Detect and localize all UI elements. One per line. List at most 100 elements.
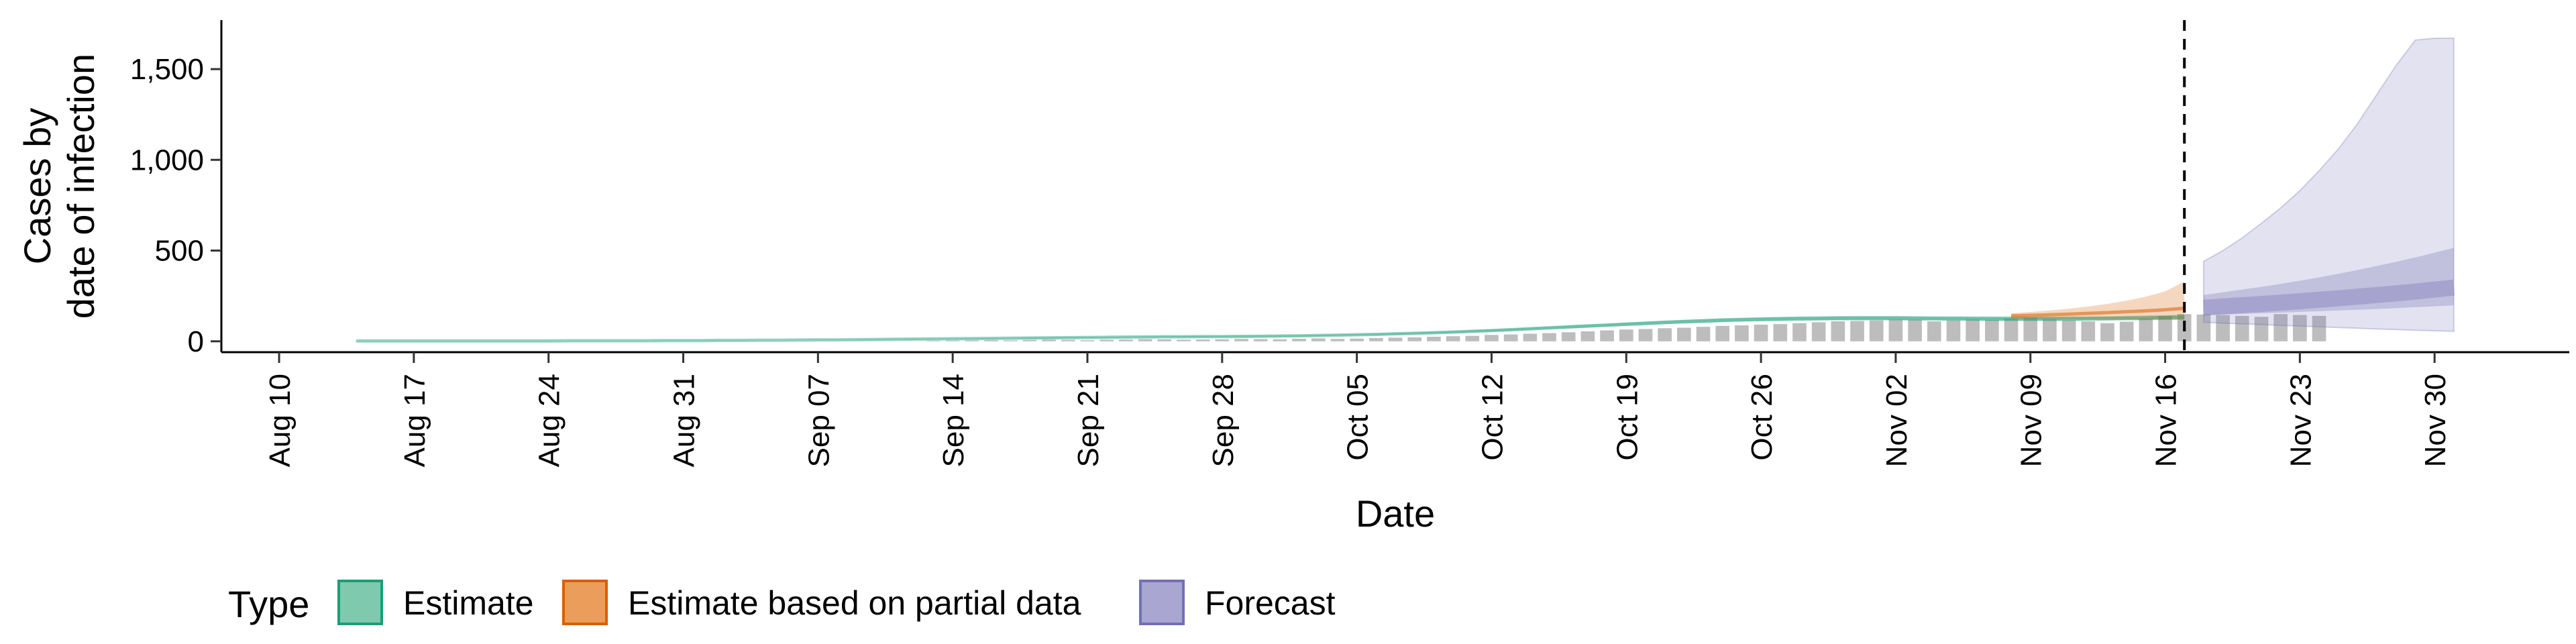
x-tick-label: Sep 21 bbox=[1072, 374, 1105, 467]
partial-estimate-median-line bbox=[2010, 307, 2185, 318]
observed-case-bar bbox=[1735, 325, 1749, 341]
observed-case-bar bbox=[1850, 321, 1864, 341]
y-tick-label: 1,500 bbox=[130, 53, 204, 86]
observed-case-bar bbox=[1523, 333, 1538, 341]
x-tick-label: Oct 19 bbox=[1611, 374, 1644, 461]
observed-case-bar bbox=[1080, 340, 1095, 341]
x-tick-label: Aug 10 bbox=[264, 374, 297, 467]
observed-case-bar bbox=[1465, 335, 1480, 341]
observed-case-bar bbox=[2004, 318, 2019, 341]
y-tick-label: 1,000 bbox=[130, 144, 204, 176]
observed-case-bar bbox=[1099, 339, 1114, 341]
partial-estimate-series bbox=[2010, 281, 2185, 320]
observed-case-bar bbox=[1985, 319, 1999, 341]
forecast-series bbox=[2202, 38, 2455, 332]
observed-case-bar bbox=[1542, 333, 1556, 341]
legend-swatch bbox=[1139, 580, 1185, 625]
observed-case-bar bbox=[1869, 320, 1884, 341]
observed-case-bar bbox=[1888, 319, 1903, 341]
observed-case-bar bbox=[1811, 322, 1826, 341]
observed-case-bar bbox=[2196, 314, 2211, 341]
forecast-median-band bbox=[2203, 279, 2455, 316]
observed-case-bar bbox=[965, 340, 979, 341]
observed-case-bar bbox=[2235, 315, 2249, 341]
observed-case-bar bbox=[1619, 329, 1633, 341]
x-tick-label: Oct 12 bbox=[1476, 374, 1509, 461]
x-tick-label: Aug 31 bbox=[668, 374, 701, 467]
observed-case-bar bbox=[1368, 337, 1383, 341]
observed-case-bar bbox=[1022, 339, 1037, 341]
observed-case-bar bbox=[2312, 315, 2326, 341]
observed-case-bar bbox=[1966, 319, 1980, 341]
observed-case-bar bbox=[1273, 339, 1287, 341]
observed-case-bar bbox=[1638, 329, 1653, 341]
observed-case-bar bbox=[1138, 339, 1152, 341]
x-tick-label: Oct 26 bbox=[1746, 374, 1778, 461]
x-tick-label: Aug 17 bbox=[398, 374, 431, 467]
x-tick-label: Nov 23 bbox=[2284, 374, 2317, 467]
observed-case-bar bbox=[2100, 323, 2114, 341]
observed-case-bar bbox=[1042, 339, 1056, 341]
x-tick-label: Sep 14 bbox=[937, 374, 970, 467]
forecast-outer-band bbox=[2202, 38, 2455, 332]
x-tick-label: Nov 09 bbox=[2015, 374, 2048, 467]
legend-swatch bbox=[337, 580, 383, 625]
observed-case-bar bbox=[2119, 321, 2134, 341]
estimate-series bbox=[356, 315, 2185, 343]
observed-case-bar bbox=[1388, 337, 1403, 341]
x-tick-label: Sep 07 bbox=[802, 374, 835, 467]
x-axis-ticks: Aug 10 Aug 17 Aug 24 Aug 31 Sep 07 Sep 14 Sep … bbox=[264, 352, 2452, 467]
estimate-median-line bbox=[356, 315, 2185, 343]
y-axis-ticks: 0 500 1,000 1,500 bbox=[130, 53, 221, 358]
x-tick-label: Sep 28 bbox=[1207, 374, 1240, 467]
observed-case-bar bbox=[1696, 327, 1711, 341]
x-tick-label: Oct 05 bbox=[1342, 374, 1375, 461]
observed-case-bar bbox=[2081, 321, 2096, 341]
observed-case-bar bbox=[1427, 337, 1441, 341]
observed-case-bar bbox=[2254, 317, 2269, 341]
estimate-band bbox=[356, 315, 2185, 341]
observed-case-bar bbox=[1292, 338, 1306, 341]
observed-case-bar bbox=[1350, 338, 1364, 341]
observed-case-bar bbox=[1215, 339, 1230, 341]
observed-case-bar bbox=[2158, 315, 2172, 341]
forecast-inner-band bbox=[2203, 248, 2454, 315]
observed-case-bar bbox=[2293, 315, 2307, 341]
observed-case-bar bbox=[1908, 319, 1922, 341]
observed-case-bar bbox=[1446, 336, 1460, 341]
observed-case-bar bbox=[1792, 323, 1807, 341]
observed-case-bar bbox=[1927, 321, 1941, 341]
observed-case-bar bbox=[1157, 339, 1172, 341]
legend-swatch bbox=[562, 580, 608, 625]
legend-label: Estimate based on partial data bbox=[628, 584, 1081, 622]
observed-case-bar bbox=[1503, 334, 1518, 341]
observed-case-bar bbox=[1234, 339, 1248, 341]
legend-title: Type bbox=[228, 583, 309, 625]
observed-case-bar bbox=[2061, 320, 2076, 341]
y-tick-label: 500 bbox=[155, 235, 204, 268]
observed-case-bar bbox=[1195, 339, 1210, 341]
observed-case-bar bbox=[984, 340, 998, 341]
legend-label: Forecast bbox=[1205, 584, 1336, 622]
observed-case-bar bbox=[1119, 339, 1133, 341]
x-tick-label: Nov 02 bbox=[1880, 374, 1913, 467]
legend: Type Estimate Estimate based on partial d… bbox=[228, 580, 1336, 625]
y-tick-label: 0 bbox=[188, 325, 204, 358]
observed-cases-bars bbox=[926, 314, 2326, 341]
observed-case-bar bbox=[2043, 319, 2057, 341]
observed-case-bar bbox=[1658, 328, 1672, 341]
observed-case-bar bbox=[1177, 339, 1191, 341]
observed-case-bar bbox=[1003, 340, 1018, 341]
observed-case-bar bbox=[1946, 320, 1961, 341]
observed-case-bar bbox=[2023, 317, 2038, 341]
observed-case-bar bbox=[1061, 339, 1075, 341]
axes bbox=[220, 20, 2569, 354]
y-axis-title-line-2: date of infection bbox=[60, 54, 102, 319]
observed-case-bar bbox=[1715, 325, 1730, 341]
observed-case-bar bbox=[2273, 314, 2288, 341]
observed-case-bar bbox=[1831, 321, 1845, 341]
observed-case-bar bbox=[1677, 327, 1691, 341]
observed-case-bar bbox=[1773, 324, 1788, 341]
x-axis-title: Date bbox=[1356, 492, 1435, 535]
